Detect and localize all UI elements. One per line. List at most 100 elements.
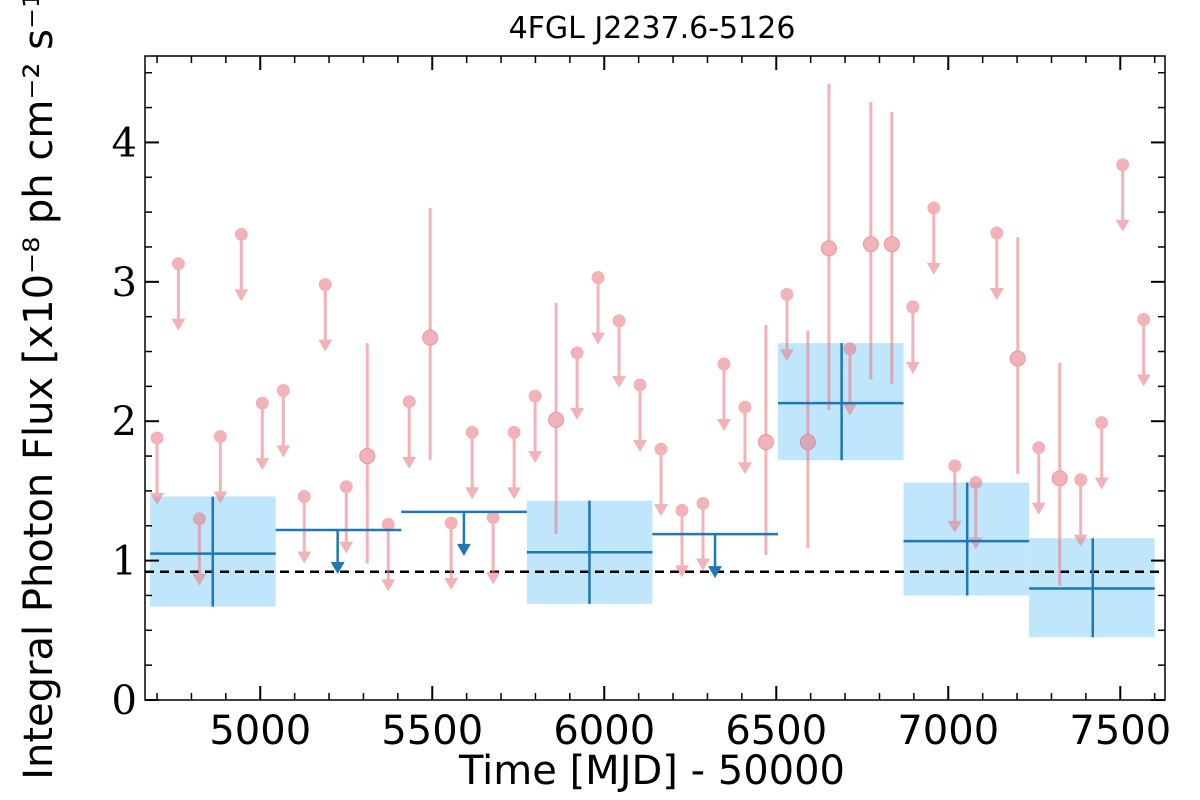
short-bin-point bbox=[1009, 237, 1026, 475]
x-tick-label: 5000 bbox=[209, 708, 311, 754]
short-bin-point bbox=[842, 342, 857, 416]
short-bin-arrow-head bbox=[150, 492, 165, 505]
short-bin-point bbox=[276, 384, 291, 458]
short-bin-point bbox=[737, 400, 752, 475]
short-bin-point bbox=[654, 442, 669, 517]
short-bin-point bbox=[234, 227, 249, 302]
long-bin-arrow-head bbox=[708, 566, 723, 579]
short-bin-arrow-head bbox=[1094, 477, 1109, 490]
short-bin-marker bbox=[402, 395, 416, 409]
short-bin-point bbox=[192, 512, 207, 586]
short-bin-arrow-head bbox=[528, 451, 543, 464]
short-bin-point bbox=[213, 430, 228, 504]
x-tick-label: 7000 bbox=[897, 708, 999, 754]
long-bin-point bbox=[150, 496, 276, 607]
short-bin-point bbox=[947, 459, 962, 533]
short-bin-arrow-head bbox=[570, 407, 585, 420]
long-bin-point bbox=[1029, 538, 1155, 638]
short-bin-marker bbox=[422, 329, 439, 346]
short-bin-arrow-head bbox=[381, 579, 396, 592]
x-tick-label: 6500 bbox=[725, 708, 827, 754]
short-bin-marker bbox=[171, 257, 185, 271]
short-bin-marker bbox=[1032, 441, 1046, 455]
short-bin-marker bbox=[948, 459, 962, 473]
short-bin-marker bbox=[738, 400, 752, 414]
x-axis-label: Time [MJD] - 50000 bbox=[458, 748, 845, 794]
short-bin-marker bbox=[1074, 473, 1088, 487]
short-bin-point bbox=[862, 102, 879, 380]
short-bin-marker bbox=[757, 434, 774, 451]
short-bin-point bbox=[381, 517, 396, 592]
short-bin-marker bbox=[969, 476, 983, 490]
short-bin-point bbox=[1073, 473, 1088, 547]
short-bin-marker bbox=[717, 357, 731, 371]
short-bin-marker bbox=[213, 430, 227, 444]
short-bin-point bbox=[675, 503, 690, 578]
short-bin-arrow-head bbox=[1136, 374, 1151, 387]
short-bin-point bbox=[883, 111, 900, 384]
short-bin-point bbox=[716, 357, 731, 432]
short-bin-point bbox=[359, 343, 376, 564]
short-bin-marker bbox=[255, 396, 269, 410]
y-tick-label: 1 bbox=[112, 539, 137, 585]
short-bin-marker bbox=[548, 411, 565, 428]
x-tick-label: 6000 bbox=[553, 708, 655, 754]
short-bin-point bbox=[989, 226, 1004, 301]
y-axis-label: Integral Photon Flux [x10⁻⁸ ph cm⁻² s⁻¹] bbox=[16, 0, 62, 780]
short-bin-point bbox=[1136, 312, 1151, 387]
short-bin-marker bbox=[990, 226, 1004, 240]
short-bin-marker bbox=[883, 236, 900, 253]
long-bin-point bbox=[526, 500, 653, 604]
short-bin-marker bbox=[906, 300, 920, 314]
short-bin-point bbox=[1051, 362, 1068, 586]
short-bin-point bbox=[507, 425, 522, 500]
short-bin-arrow-head bbox=[297, 551, 312, 564]
x-tick-label: 5500 bbox=[381, 708, 483, 754]
short-bin-marker bbox=[780, 287, 794, 301]
short-bin-arrow-head bbox=[192, 573, 207, 586]
short-bin-arrow-head bbox=[842, 403, 857, 416]
short-bin-arrow-head bbox=[947, 520, 962, 533]
long-bin-arrow-head bbox=[330, 561, 345, 574]
short-bin-marker bbox=[318, 278, 332, 292]
short-bin-point bbox=[820, 83, 837, 411]
short-bin-point bbox=[528, 389, 543, 464]
short-bin-point bbox=[422, 207, 439, 461]
short-bin-arrow-head bbox=[695, 558, 710, 571]
long-bin-point bbox=[903, 482, 1030, 596]
short-bin-marker bbox=[1095, 416, 1109, 430]
short-bin-marker bbox=[276, 384, 290, 398]
short-bin-marker bbox=[192, 512, 206, 526]
short-bin-point bbox=[465, 425, 480, 500]
short-bin-arrow-head bbox=[675, 565, 690, 578]
short-bin-arrow-head bbox=[779, 349, 794, 362]
short-bin-marker bbox=[843, 342, 857, 356]
short-bin-point bbox=[695, 496, 710, 571]
short-bin-marker bbox=[799, 434, 816, 451]
short-bin-marker bbox=[1116, 158, 1130, 172]
x-tick-label: 7500 bbox=[1069, 708, 1171, 754]
short-bin-point bbox=[297, 489, 312, 564]
short-bin-point bbox=[171, 257, 186, 331]
short-bin-marker bbox=[297, 489, 311, 503]
short-bin-arrow-head bbox=[633, 439, 648, 452]
y-tick-label: 3 bbox=[112, 260, 137, 306]
short-bin-marker bbox=[654, 442, 668, 456]
short-bin-point bbox=[799, 330, 816, 549]
short-bin-marker bbox=[528, 389, 542, 403]
short-bin-marker bbox=[570, 346, 584, 360]
short-bin-marker bbox=[633, 378, 647, 392]
short-bin-marker bbox=[1137, 312, 1151, 326]
short-bin-marker bbox=[696, 496, 710, 510]
short-bin-arrow-head bbox=[905, 361, 920, 374]
short-bin-arrow-head bbox=[465, 487, 480, 500]
short-bin-arrow-head bbox=[276, 445, 291, 458]
short-bin-arrow-head bbox=[591, 332, 606, 345]
short-bin-marker bbox=[339, 480, 353, 494]
short-bin-marker bbox=[820, 240, 837, 257]
long-bin-arrow-head bbox=[456, 543, 471, 556]
short-bin-point bbox=[1094, 416, 1109, 490]
short-bin-arrow-head bbox=[612, 375, 627, 388]
short-bin-arrow-head bbox=[444, 577, 459, 590]
short-bin-marker bbox=[862, 236, 879, 253]
